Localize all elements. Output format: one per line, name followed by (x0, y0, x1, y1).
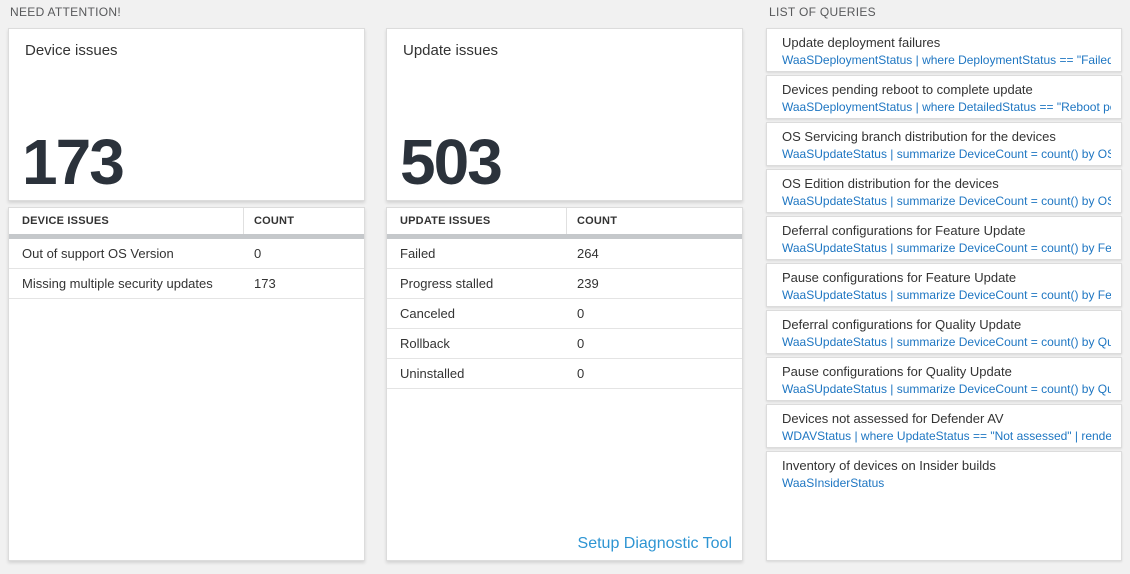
issue-label: Uninstalled (400, 366, 465, 381)
query-text: WaaSDeploymentStatus | where DeploymentS… (782, 53, 1111, 67)
table-row[interactable]: Out of support OS Version 0 (9, 239, 364, 269)
table-row[interactable]: Missing multiple security updates 173 (9, 269, 364, 299)
query-title: OS Edition distribution for the devices (782, 176, 999, 191)
query-item[interactable]: Inventory of devices on Insider builds W… (766, 451, 1122, 561)
query-item[interactable]: Deferral configurations for Feature Upda… (766, 216, 1122, 260)
device-issues-card[interactable]: Device issues 173 (8, 28, 365, 201)
device-issues-table: DEVICE ISSUES COUNT Out of support OS Ve… (8, 207, 365, 561)
query-text: WaaSInsiderStatus (782, 476, 885, 490)
issue-label: Rollback (400, 336, 450, 351)
update-issues-card[interactable]: Update issues 503 (386, 28, 743, 201)
issue-label: Missing multiple security updates (22, 276, 213, 291)
issue-label: Canceled (400, 306, 455, 321)
query-text: WDAVStatus | where UpdateStatus == "Not … (782, 429, 1111, 443)
query-title: Pause configurations for Quality Update (782, 364, 1012, 379)
horizontal-scrollbar[interactable] (387, 234, 742, 239)
issue-label: Failed (400, 246, 436, 261)
query-item[interactable]: Pause configurations for Feature Update … (766, 263, 1122, 307)
update-issues-count: 503 (400, 126, 503, 198)
table-row[interactable]: Progress stalled 239 (387, 269, 742, 299)
query-title: Inventory of devices on Insider builds (782, 458, 996, 473)
issue-count: 239 (577, 276, 599, 291)
issue-label: Progress stalled (400, 276, 494, 291)
issue-count: 264 (577, 246, 599, 261)
issue-count: 0 (254, 246, 262, 261)
query-item[interactable]: Devices not assessed for Defender AV WDA… (766, 404, 1122, 448)
query-item[interactable]: Pause configurations for Quality Update … (766, 357, 1122, 401)
update-issues-table-header: UPDATE ISSUES COUNT (387, 208, 742, 234)
need-attention-section-title: NEED ATTENTION! (10, 5, 121, 19)
query-title: Pause configurations for Feature Update (782, 270, 1017, 285)
issue-label: Out of support OS Version (22, 246, 174, 261)
query-title: Update deployment failures (782, 35, 941, 50)
issue-count: 0 (577, 306, 585, 321)
query-item[interactable]: Update deployment failures WaaSDeploymen… (766, 28, 1122, 72)
query-item[interactable]: OS Servicing branch distribution for the… (766, 122, 1122, 166)
query-title: Devices not assessed for Defender AV (782, 411, 1004, 426)
query-title: Deferral configurations for Feature Upda… (782, 223, 1026, 238)
setup-diagnostic-tool-link[interactable]: Setup Diagnostic Tool (577, 535, 732, 552)
query-text: WaaSUpdateStatus | summarize DeviceCount… (782, 335, 1111, 349)
table-row[interactable]: Canceled 0 (387, 299, 742, 329)
query-item[interactable]: OS Edition distribution for the devices … (766, 169, 1122, 213)
table-row[interactable]: Failed 264 (387, 239, 742, 269)
query-title: OS Servicing branch distribution for the… (782, 129, 1056, 144)
column-header-update-issues: UPDATE ISSUES (387, 208, 567, 234)
issue-count: 0 (577, 336, 585, 351)
query-text: WaaSUpdateStatus | summarize DeviceCount… (782, 147, 1111, 161)
query-text: WaaSUpdateStatus | summarize DeviceCount… (782, 382, 1111, 396)
device-issues-count: 173 (22, 126, 125, 198)
issue-count: 173 (254, 276, 276, 291)
query-title: Deferral configurations for Quality Upda… (782, 317, 1022, 332)
query-title: Devices pending reboot to complete updat… (782, 82, 1033, 97)
query-text: WaaSUpdateStatus | summarize DeviceCount… (782, 194, 1111, 208)
update-issues-table: UPDATE ISSUES COUNT Failed 264 Progress … (386, 207, 743, 561)
query-item[interactable]: Deferral configurations for Quality Upda… (766, 310, 1122, 354)
query-text: WaaSUpdateStatus | summarize DeviceCount… (782, 241, 1111, 255)
device-issues-card-title: Device issues (25, 42, 118, 59)
column-header-count: COUNT (577, 215, 618, 227)
list-of-queries-section-title: LIST OF QUERIES (769, 5, 876, 19)
query-list: Update deployment failures WaaSDeploymen… (766, 28, 1122, 561)
query-text: WaaSDeploymentStatus | where DetailedSta… (782, 100, 1111, 114)
column-header-device-issues: DEVICE ISSUES (9, 208, 244, 234)
column-header-count: COUNT (254, 215, 295, 227)
issue-count: 0 (577, 366, 585, 381)
horizontal-scrollbar[interactable] (9, 234, 364, 239)
table-row[interactable]: Uninstalled 0 (387, 359, 742, 389)
query-item[interactable]: Devices pending reboot to complete updat… (766, 75, 1122, 119)
table-row[interactable]: Rollback 0 (387, 329, 742, 359)
update-issues-card-title: Update issues (403, 42, 499, 59)
device-issues-table-header: DEVICE ISSUES COUNT (9, 208, 364, 234)
query-text: WaaSUpdateStatus | summarize DeviceCount… (782, 288, 1111, 302)
